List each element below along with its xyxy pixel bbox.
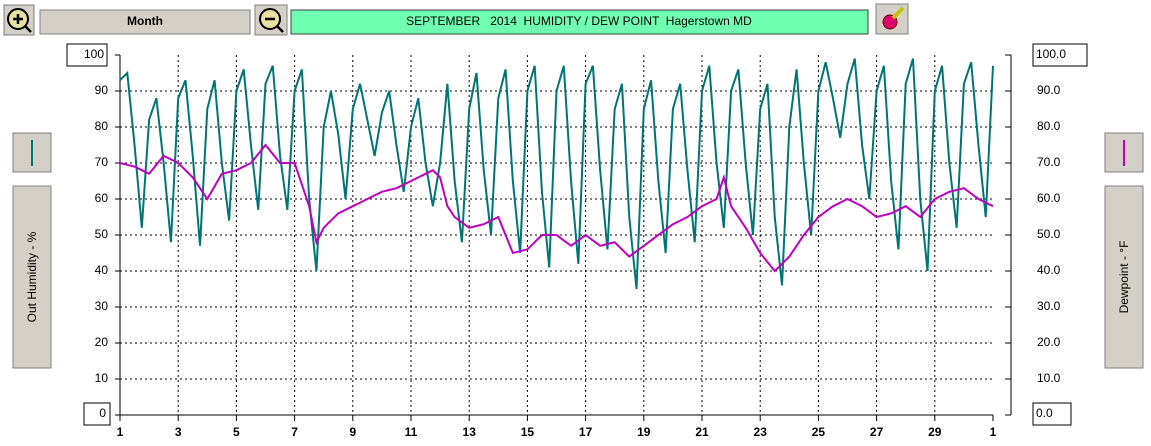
x-tick-label: 21	[695, 425, 709, 439]
y2-tick-label: 50.0	[1037, 227, 1061, 241]
x-tick-label: 19	[637, 425, 651, 439]
x-tick-label: 25	[812, 425, 826, 439]
y2-tick-label: 10.0	[1037, 371, 1061, 385]
y2-tick-label: 90.0	[1037, 83, 1061, 97]
x-tick-label: 1	[990, 425, 997, 439]
y-tick-label: 90	[95, 83, 109, 97]
y-tick-label: 100	[84, 47, 104, 61]
x-tick-label: 1	[117, 425, 124, 439]
zoom-out-glyph	[265, 17, 284, 33]
zoom-in-glyph	[13, 14, 32, 33]
y-max-box	[66, 43, 108, 67]
x-tick-label: 15	[521, 425, 535, 439]
y2-tick-label: 0.0	[1036, 406, 1053, 420]
y2-tick-label: 40.0	[1037, 263, 1061, 277]
y-axis-label: Out Humidity - %	[25, 231, 39, 322]
y2-tick-label: 70.0	[1037, 155, 1061, 169]
dewpoint-axis-button[interactable]	[1104, 185, 1144, 369]
x-tick-label: 13	[463, 425, 477, 439]
x-tick-label: 27	[870, 425, 884, 439]
y-tick-label: 80	[95, 119, 109, 133]
x-tick-label: 9	[349, 425, 356, 439]
y-tick-label: 70	[95, 155, 109, 169]
y2-tick-label: 30.0	[1037, 299, 1061, 313]
y-tick-label: 20	[95, 335, 109, 349]
y-tick-label: 40	[95, 263, 109, 277]
x-tick-label: 17	[579, 425, 593, 439]
y-tick-label: 30	[95, 299, 109, 313]
y-tick-label: 60	[95, 191, 109, 205]
y2-tick-label: 60.0	[1037, 191, 1061, 205]
clear-icon-handle	[891, 6, 905, 20]
x-tick-label: 7	[291, 425, 298, 439]
y2-tick-label: 20.0	[1037, 335, 1061, 349]
y2-max-box	[1032, 43, 1088, 67]
y2-min-box	[1032, 402, 1072, 426]
period-label: Month	[127, 14, 163, 28]
series-line	[119, 58, 994, 290]
chart-title: SEPTEMBER 2014 HUMIDITY / DEW POINT Hage…	[406, 14, 752, 28]
x-tick-label: 5	[233, 425, 240, 439]
y-tick-label: 0	[99, 406, 106, 420]
title-box	[290, 9, 869, 35]
x-tick-label: 11	[405, 425, 418, 439]
x-tick-label: 3	[175, 425, 182, 439]
y-min-box	[83, 402, 111, 426]
y-tick-label: 10	[95, 371, 109, 385]
y2-tick-label: 80.0	[1037, 119, 1061, 133]
y-tick-label: 50	[95, 227, 109, 241]
series-line	[119, 143, 994, 273]
x-tick-label: 29	[928, 425, 942, 439]
period-button[interactable]	[39, 9, 251, 35]
y2-axis-label: Dewpoint - °F	[1117, 241, 1131, 314]
humidity-axis-button[interactable]	[12, 185, 52, 369]
x-tick-label: 23	[754, 425, 768, 439]
y2-tick-label: 100.0	[1036, 47, 1066, 61]
